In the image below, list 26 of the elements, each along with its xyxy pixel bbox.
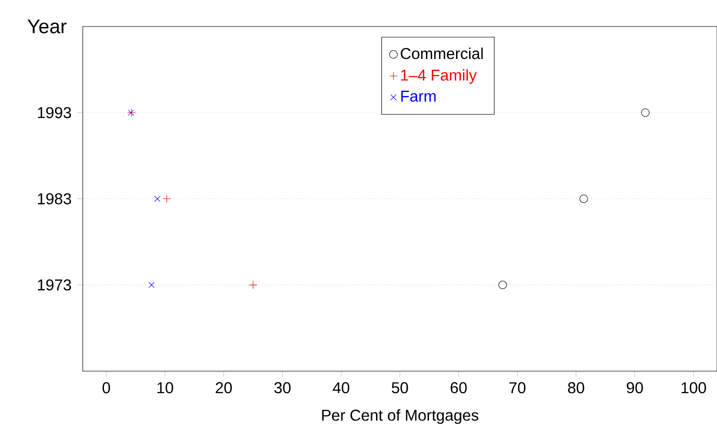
x-tick-label: 70 <box>509 382 526 394</box>
point <box>162 194 171 204</box>
point <box>641 108 650 117</box>
point <box>154 196 160 202</box>
y-tick-label: 1993 <box>38 107 72 118</box>
y-tick-label: 1983 <box>38 193 72 204</box>
x-tick-label: 80 <box>568 382 584 394</box>
x-tick-label: 90 <box>626 382 643 394</box>
x-tick-label: 10 <box>157 382 174 394</box>
x-tick-label: 100 <box>682 382 706 394</box>
x-tick-label: 60 <box>450 382 467 394</box>
x-tick-label: 30 <box>274 382 291 394</box>
x-tick-label: 50 <box>392 382 408 394</box>
x-tick-label: 20 <box>216 382 232 394</box>
legend-label: 1–4 Family <box>401 69 477 84</box>
x-axis-title: Per Cent of Mortgages <box>322 409 478 424</box>
legend-label: Commercial <box>400 48 483 60</box>
y-tick-label: 1973 <box>38 280 72 291</box>
point <box>580 194 588 204</box>
legend-label: Farm <box>401 90 436 102</box>
y-axis-title: Year <box>28 20 66 34</box>
x-tick-label: 0 <box>102 382 110 394</box>
point <box>248 280 258 290</box>
x-tick-label: 40 <box>332 382 350 394</box>
point <box>148 282 155 288</box>
point <box>498 280 507 290</box>
